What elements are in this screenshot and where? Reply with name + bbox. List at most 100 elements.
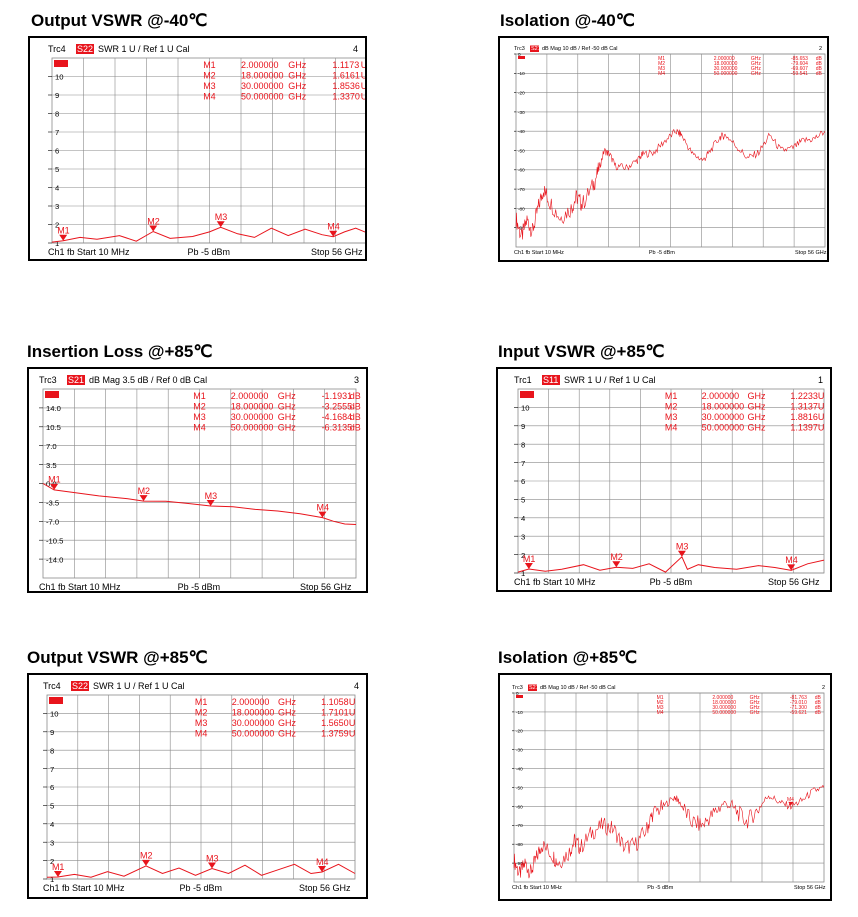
y-tick-label: 2: [50, 857, 54, 866]
y-tick-label: 0: [516, 691, 519, 696]
marker-readout-unit: GHz: [288, 60, 307, 70]
marker-readout-unit: GHz: [751, 71, 762, 77]
footer-power: Pb -5 dBm: [178, 582, 221, 591]
marker-triangle: [329, 230, 338, 237]
chart-svg: Trc4 S22 SWR 1 U / Ref 1 U Cal 4 10 9 8 7 6 5 4 3 2 1…: [48, 44, 365, 257]
marker-readout-freq: 30.000000: [714, 66, 738, 72]
measurement-trace: [513, 784, 825, 879]
marker-triangle: [59, 234, 68, 241]
format-label: SWR 1 U / Ref 1 U Cal: [93, 681, 185, 691]
y-tick-label: 10: [50, 710, 59, 719]
y-tick-label: -7.0: [46, 517, 59, 526]
y-tick-label: -90: [516, 861, 523, 866]
footer-power: Pb -5 dBm: [649, 250, 675, 256]
trace-index: 3: [354, 375, 359, 385]
marker-readout-unit: GHz: [751, 56, 762, 62]
trace-name: Trc1: [514, 375, 532, 385]
y-tick-label: -30: [516, 748, 523, 753]
marker-readout-freq: 50.000000: [712, 710, 736, 716]
y-tick-label: 1: [521, 569, 525, 578]
marker-readout-freq: 18.000000: [714, 61, 738, 67]
marker-readout-freq: 50.000000: [714, 71, 738, 77]
marker-readout-label: M2: [193, 402, 206, 412]
marker-readout-unit: GHz: [748, 402, 767, 412]
y-tick-label: 7: [55, 128, 59, 137]
y-tick-label: 10: [55, 73, 64, 82]
marker-label: M3: [206, 853, 219, 863]
footer-channel: Ch1 fb Start 10 MHz: [39, 582, 121, 591]
marker-readout-label: M2: [665, 402, 678, 412]
marker-readout-vunit: U: [361, 92, 365, 102]
marker-readout-vunit: dB: [816, 71, 823, 77]
measurement-trace: [515, 128, 826, 240]
marker-readout-freq: 2.000000: [702, 391, 740, 401]
param-tag-bg: [71, 681, 89, 691]
trace-name: Trc4: [48, 44, 66, 54]
y-tick-label: -70: [516, 823, 523, 828]
param-tag: S21: [531, 46, 541, 52]
marker-triangle: [149, 225, 158, 232]
marker-triangle: [141, 859, 150, 866]
marker-readout-label: M1: [193, 391, 206, 401]
y-tick-label: -60: [516, 804, 523, 809]
footer-power: Pb -5 dBm: [187, 247, 230, 257]
marker-readout-unit: GHz: [278, 423, 297, 433]
y-tick-label: -30: [518, 110, 525, 115]
marker-readout-value: 1.5650: [321, 718, 349, 728]
marker-label: M4: [316, 502, 329, 512]
chart-svg: Trc4 S22 SWR 1 U / Ref 1 U Cal 4 10 9 8 7 6 5 4 3 2 1…: [43, 681, 359, 893]
vna-plot-output-vswr-m40: Trc4 S22 SWR 1 U / Ref 1 U Cal 4 10 9 8 7 6 5 4 3 2 1…: [28, 36, 367, 261]
marker-readout-label: M4: [195, 729, 208, 739]
marker-readout-unit: GHz: [278, 729, 297, 739]
y-tick-label: 14.0: [46, 404, 61, 413]
marker-label: M3: [215, 212, 228, 222]
format-label: SWR 1 U / Ref 1 U Cal: [98, 44, 190, 54]
chart-svg: Trc3 S21 dB Mag 10 dB / Ref -50 dB Cal 2 0 -1…: [512, 684, 826, 891]
scale-tag: [45, 391, 59, 398]
marker-readout-vunit: U: [349, 718, 356, 728]
y-tick-label: 7: [521, 459, 525, 468]
y-tick-label: -50: [518, 148, 525, 153]
param-tag-bg: [530, 45, 539, 52]
marker-readout-label: M4: [658, 71, 665, 77]
trace-name: Trc3: [514, 46, 525, 52]
marker-triangle: [216, 221, 225, 228]
marker-readout-freq: 2.000000: [714, 56, 735, 62]
footer-stop: Stop 56 GHz: [300, 582, 352, 591]
vna-plot-input-vswr-p85: Trc1 S11 SWR 1 U / Ref 1 U Cal 1 10 9 8 7 6 5 4 3 2 1…: [496, 367, 832, 592]
y-tick-label: 5: [50, 802, 54, 811]
param-tag-bg: [542, 375, 560, 385]
y-tick-label: 7.0: [46, 442, 57, 451]
marker-label: M2: [147, 216, 160, 226]
format-label: SWR 1 U / Ref 1 U Cal: [564, 375, 656, 385]
marker-readout-unit: GHz: [750, 705, 761, 711]
y-tick-label: -80: [518, 206, 525, 211]
trace-index: 1: [818, 375, 823, 385]
marker-label: M2: [140, 851, 153, 861]
param-tag: S22: [72, 681, 88, 691]
marker-readout-label: M3: [658, 66, 665, 72]
scale-tag: [54, 60, 68, 67]
marker-readout-freq: 30.000000: [241, 81, 284, 91]
footer-power: Pb -5 dBm: [650, 577, 693, 587]
param-tag-bg: [76, 44, 94, 54]
footer-stop: Stop 56 GHz: [768, 577, 820, 587]
param-tag: S11: [543, 375, 558, 385]
chart-svg: Trc1 S11 SWR 1 U / Ref 1 U Cal 1 10 9 8 7 6 5 4 3 2 1…: [514, 375, 825, 587]
marker-readout-vunit: U: [361, 81, 365, 91]
y-tick-label: 2: [55, 221, 59, 230]
y-tick-label: 5: [521, 496, 525, 505]
y-tick-label: -10: [518, 71, 525, 76]
marker-readout-value: 1.8816: [790, 412, 818, 422]
y-tick-label: 1: [50, 875, 54, 884]
y-tick-label: 8: [55, 110, 59, 119]
y-tick-label: -40: [516, 767, 523, 772]
marker-readout-freq: 50.000000: [241, 92, 284, 102]
marker-triangle: [53, 870, 62, 877]
footer-power: Pb -5 dBm: [179, 883, 222, 893]
marker-readout-unit: GHz: [750, 710, 761, 716]
marker-readout-freq: 18.000000: [712, 700, 736, 706]
marker-readout-unit: GHz: [288, 92, 307, 102]
measurement-trace: [517, 555, 825, 573]
param-tag-bg: [528, 684, 537, 691]
